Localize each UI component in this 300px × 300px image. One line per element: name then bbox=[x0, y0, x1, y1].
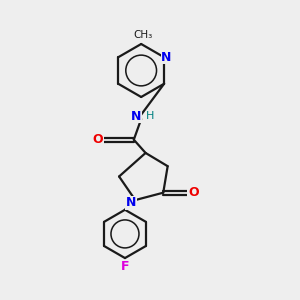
Text: N: N bbox=[161, 51, 172, 64]
Text: O: O bbox=[93, 133, 103, 146]
Text: CH₃: CH₃ bbox=[133, 30, 152, 40]
Text: F: F bbox=[121, 260, 129, 273]
Text: N: N bbox=[131, 110, 141, 123]
Text: N: N bbox=[126, 196, 136, 209]
Text: O: O bbox=[188, 186, 199, 199]
Text: H: H bbox=[146, 111, 154, 121]
